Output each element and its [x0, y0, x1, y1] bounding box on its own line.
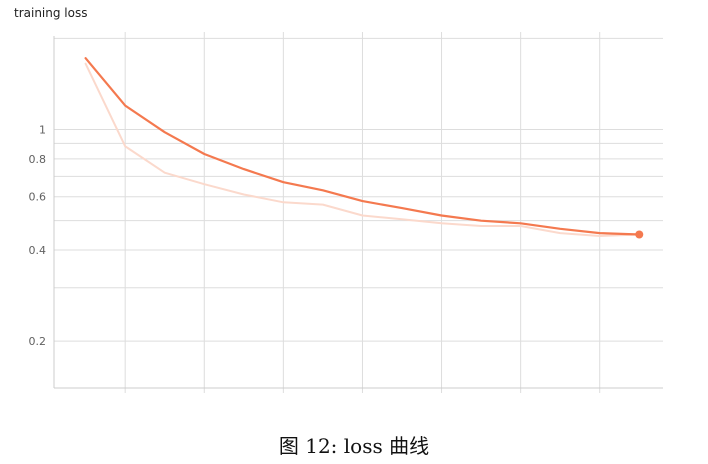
smoothed-loss-line — [84, 57, 641, 236]
y-tick-label: 0.6 — [29, 191, 47, 204]
figure-caption: 图 12: loss 曲线 — [278, 434, 430, 458]
last-point-marker — [635, 230, 644, 239]
series — [84, 57, 644, 239]
raw-loss-line — [84, 62, 641, 237]
tick-labels: 0.2 0.4 0.6 0.8 1 — [29, 124, 47, 349]
chart-title: training loss — [14, 6, 88, 20]
y-tick-label: 0.8 — [29, 153, 47, 166]
y-tick-label: 0.2 — [29, 335, 47, 348]
y-tick-label: 0.4 — [29, 244, 47, 257]
grid — [54, 32, 663, 393]
axes — [53, 36, 663, 389]
y-tick-label: 1 — [39, 124, 46, 137]
